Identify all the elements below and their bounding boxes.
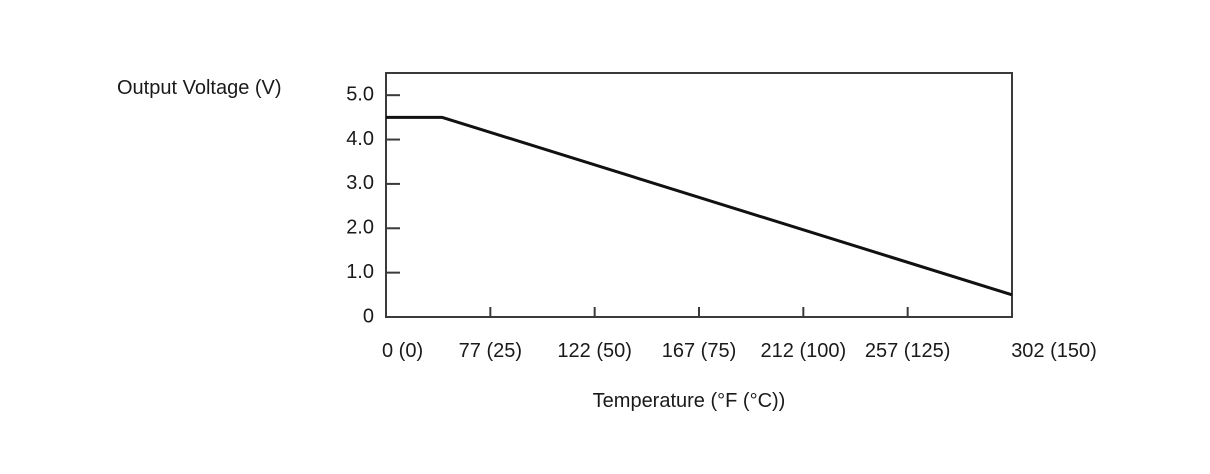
y-tick-label: 1.0 xyxy=(346,261,374,283)
plot-frame xyxy=(385,72,1013,318)
x-tick-label: 257 (125) xyxy=(865,340,951,362)
series-line xyxy=(386,115,1013,297)
y-tick-labels: 0 1.0 2.0 3.0 4.0 5.0 xyxy=(346,83,374,327)
x-axis-label: Temperature (°F (°C)) xyxy=(593,390,786,412)
axis-ticks xyxy=(386,94,909,317)
y-tick-label: 3.0 xyxy=(346,172,374,194)
x-tick-label: 77 (25) xyxy=(459,340,522,362)
y-tick-label: 0 xyxy=(363,305,374,327)
x-tick-labels: 0 (0) 77 (25) 122 (50) 167 (75) 212 (100) 257… xyxy=(382,340,1097,362)
series-group xyxy=(386,115,1013,297)
x-tick-label: 167 (75) xyxy=(662,340,737,362)
y-axis-label: Output Voltage (V) xyxy=(117,77,282,99)
x-tick-label: 122 (50) xyxy=(557,340,632,362)
y-tick-label: 5.0 xyxy=(346,83,374,105)
x-tick-label: 302 (150) xyxy=(1011,340,1097,362)
x-tick-label: 212 (100) xyxy=(761,340,847,362)
x-tick-label: 0 (0) xyxy=(382,340,423,362)
y-tick-label: 2.0 xyxy=(346,217,374,239)
y-tick-label: 4.0 xyxy=(346,128,374,150)
